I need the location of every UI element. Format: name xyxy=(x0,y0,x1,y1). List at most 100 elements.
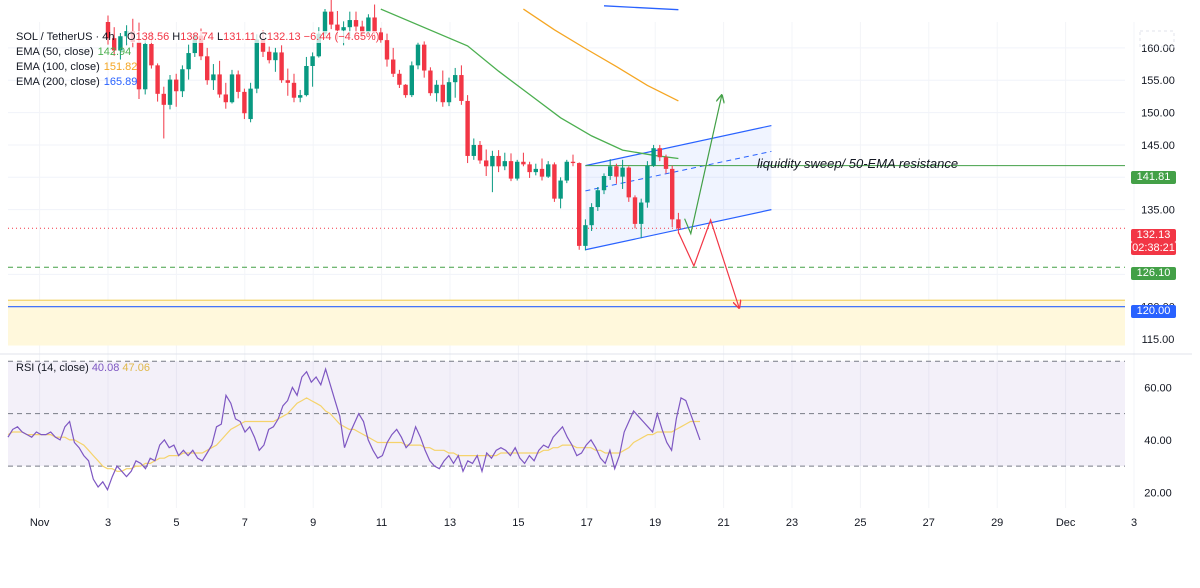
candle-body xyxy=(570,161,576,164)
liquidity-sweep-annotation: liquidity sweep/ 50-EMA resistance xyxy=(757,156,959,171)
candle-body xyxy=(515,161,520,179)
candle xyxy=(614,163,619,184)
candle xyxy=(105,15,111,45)
candle-body xyxy=(502,161,507,167)
rsi-tick-label: 40.00 xyxy=(1144,435,1172,447)
channel-mid-line xyxy=(585,150,772,192)
candle-body xyxy=(353,20,359,27)
candle xyxy=(484,149,489,176)
candle xyxy=(552,162,557,202)
candle-body xyxy=(676,219,681,229)
candle-body xyxy=(589,207,594,226)
candle-body xyxy=(161,93,166,105)
candle xyxy=(291,73,297,103)
candle-body xyxy=(366,17,371,33)
candle-body xyxy=(521,161,526,165)
bearish-scenario-arrow xyxy=(677,218,739,308)
candle xyxy=(422,41,427,78)
candle xyxy=(446,77,452,107)
candle-body xyxy=(341,27,346,31)
candle xyxy=(403,84,408,98)
support-120-badge: 120.00 xyxy=(1131,305,1176,318)
ema-line xyxy=(380,8,679,160)
candle-body xyxy=(446,82,452,103)
ema200-legend: EMA (200, close) 165.89 xyxy=(16,76,138,88)
candle-body xyxy=(434,84,439,94)
candle-body xyxy=(508,161,514,179)
candle-body xyxy=(198,35,204,57)
candle-body xyxy=(304,66,309,96)
time-tick-label: 21 xyxy=(717,517,729,529)
candle-body xyxy=(360,26,365,33)
price-tick-label: 115.00 xyxy=(1142,334,1175,346)
candle xyxy=(161,86,166,139)
candle-body xyxy=(205,56,210,81)
candle xyxy=(174,73,179,107)
candle xyxy=(453,67,458,98)
candle-body xyxy=(583,225,588,246)
candle-body xyxy=(477,144,483,161)
candle-body xyxy=(415,44,421,66)
ema-line xyxy=(603,5,679,11)
candle-body xyxy=(595,190,600,208)
candle xyxy=(124,25,129,46)
candle xyxy=(515,159,520,181)
candle xyxy=(471,138,476,160)
bullish-scenario-arrow xyxy=(684,95,722,236)
candle-body xyxy=(273,52,278,61)
candle-body xyxy=(384,40,390,60)
candle xyxy=(285,68,290,96)
candle-body xyxy=(149,44,154,66)
candle xyxy=(577,162,582,250)
candle-body xyxy=(471,144,476,156)
candle-body xyxy=(316,33,321,57)
candle-body xyxy=(217,74,222,95)
time-tick-label: 19 xyxy=(649,517,661,529)
candle-body xyxy=(490,155,495,167)
candle xyxy=(459,65,464,105)
rsi-legend: RSI (14, close) 40.08 47.06 xyxy=(16,362,150,374)
time-tick-label: 9 xyxy=(310,517,316,529)
rsi-tick-label: 60.00 xyxy=(1144,382,1172,394)
candle xyxy=(353,11,359,35)
candle xyxy=(304,56,309,97)
candle xyxy=(477,141,483,164)
candle xyxy=(391,47,396,77)
candle xyxy=(167,75,173,110)
candle xyxy=(651,144,656,167)
candle xyxy=(558,177,563,209)
candle-body xyxy=(236,74,241,92)
candle xyxy=(428,67,433,96)
candle-body xyxy=(670,168,675,220)
candle-body xyxy=(533,168,538,173)
candle xyxy=(223,82,228,109)
candle-body xyxy=(632,197,638,224)
ema100-legend: EMA (100, close) 151.82 xyxy=(16,61,138,73)
time-tick-label: Nov xyxy=(30,517,50,529)
candle xyxy=(242,88,247,120)
candle xyxy=(248,82,253,123)
candle-body xyxy=(577,163,582,246)
candle-body xyxy=(186,53,191,70)
candle-body xyxy=(440,84,445,103)
rsi-tick-label: 20.00 xyxy=(1144,487,1172,499)
candle xyxy=(496,150,501,173)
candle xyxy=(254,34,259,94)
candle-body xyxy=(310,56,315,66)
candle-body xyxy=(118,36,123,51)
candle-body xyxy=(620,167,625,177)
candle xyxy=(502,152,507,171)
candle xyxy=(384,33,390,67)
candle-countdown-badge: 02:38:21 xyxy=(1131,242,1176,255)
candle xyxy=(211,64,216,90)
candle-body xyxy=(298,95,303,98)
candle-body xyxy=(136,42,142,90)
candle-body xyxy=(403,84,408,96)
candle xyxy=(676,212,681,234)
candle-body xyxy=(527,164,532,173)
candle xyxy=(546,161,551,178)
candle xyxy=(583,219,588,251)
ohlc-values: O138.56 H138.74 L131.11 C132.13 −6.44 (−… xyxy=(127,31,380,43)
candle-body xyxy=(174,79,179,92)
